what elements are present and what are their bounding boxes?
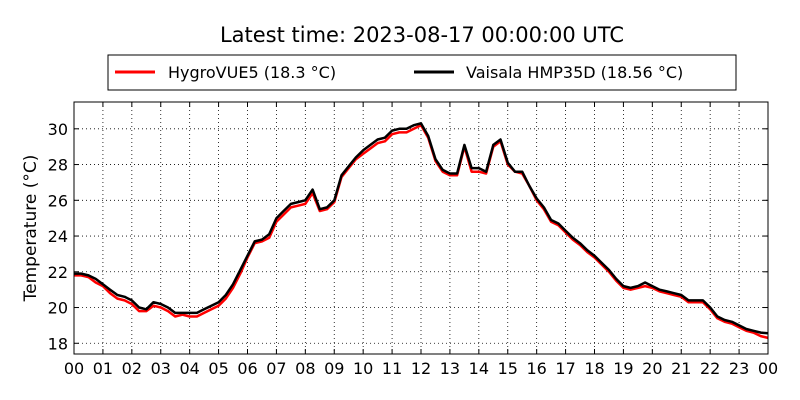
y-axis: 18 20 22 24 26 28 30 [48, 120, 768, 353]
x-tick-label: 14 [469, 359, 489, 378]
x-tick-label: 00 [758, 359, 778, 378]
legend-label-vaisala: Vaisala HMP35D (18.56 °C) [466, 63, 683, 82]
data-series [74, 122, 769, 340]
x-tick-label: 15 [498, 359, 518, 378]
y-tick-label: 24 [48, 227, 68, 246]
x-tick-label: 13 [440, 359, 460, 378]
x-tick-label: 11 [382, 359, 402, 378]
hygrovue5-line [74, 123, 769, 340]
x-tick-label: 08 [295, 359, 315, 378]
x-tick-label: 18 [584, 359, 604, 378]
y-tick-label: 28 [48, 156, 68, 175]
x-axis: 00 01 02 03 04 05 06 07 08 09 10 11 12 13 14 15 16 17 18 19… [64, 102, 778, 378]
legend: HygroVUE5 (18.3 °C) Vaisala HMP35D (18.5… [107, 54, 737, 91]
y-tick-label: 30 [48, 120, 68, 139]
y-axis-label: Temperature (°C) [21, 155, 41, 303]
y-tick-label: 22 [48, 263, 68, 282]
x-tick-label: 07 [266, 359, 286, 378]
y-tick-label: 18 [48, 334, 68, 353]
x-tick-label: 06 [237, 359, 257, 378]
x-tick-label: 04 [179, 359, 199, 378]
vaisala-hmp35d-line [74, 122, 769, 335]
x-tick-label: 22 [700, 359, 720, 378]
y-tick-label: 26 [48, 191, 68, 210]
x-tick-label: 09 [324, 359, 344, 378]
x-tick-label: 21 [671, 359, 691, 378]
legend-label-hygrovue5: HygroVUE5 (18.3 °C) [168, 63, 336, 82]
x-tick-label: 02 [122, 359, 142, 378]
x-tick-label: 10 [353, 359, 373, 378]
x-tick-label: 05 [208, 359, 228, 378]
x-tick-label: 00 [64, 359, 84, 378]
x-tick-label: 23 [729, 359, 749, 378]
x-tick-label: 20 [642, 359, 662, 378]
x-tick-label: 01 [93, 359, 113, 378]
x-tick-label: 19 [613, 359, 633, 378]
x-tick-label: 12 [411, 359, 431, 378]
y-tick-label: 20 [48, 299, 68, 318]
x-tick-label: 03 [151, 359, 171, 378]
x-tick-label: 16 [526, 359, 546, 378]
x-tick-label: 17 [555, 359, 575, 378]
chart-title: Latest time: 2023-08-17 00:00:00 UTC [220, 23, 624, 47]
